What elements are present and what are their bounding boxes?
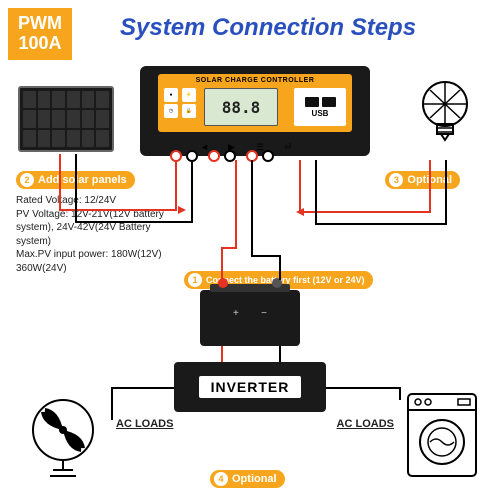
- washer-icon: [404, 390, 480, 480]
- spec-pv: PV Voltage: 12V-21V(12V battery system),…: [16, 208, 166, 249]
- step4-label: Optional: [232, 473, 277, 485]
- spec-rated: Rated Voltage: 12/24V: [16, 194, 166, 208]
- inverter-label: INVERTER: [199, 376, 302, 398]
- controller-terminals: [170, 150, 274, 162]
- timer-icon: ◷: [164, 104, 178, 118]
- pwm-badge: PWM 100A: [8, 8, 72, 60]
- page-title: System Connection Steps: [120, 14, 416, 42]
- usb-port-2: [322, 97, 336, 107]
- specs-block: Rated Voltage: 12/24V PV Voltage: 12V-21…: [16, 194, 166, 275]
- usb-port-1: [305, 97, 319, 107]
- battery: + −: [200, 290, 300, 346]
- controller-left-icons2: ⚡ 🔒: [182, 88, 196, 118]
- mcu-icon: ●: [164, 88, 178, 102]
- lightbulb-icon: [410, 76, 480, 156]
- voltage-icon: ⚡: [182, 88, 196, 102]
- ac-loads-left: AC LOADS: [116, 418, 173, 430]
- lcd-screen: 88.8: [204, 88, 278, 126]
- ac-loads-right: AC LOADS: [337, 418, 394, 430]
- inverter: INVERTER: [174, 362, 326, 412]
- battery-neg-terminal: [272, 278, 282, 288]
- usb-label: USB: [312, 109, 329, 118]
- step-2-badge: 2Add solar panels: [16, 170, 135, 189]
- battery-polarity: + −: [200, 308, 300, 319]
- spec-max: Max.PV input power: 180W(12V) 360W(24V): [16, 248, 166, 275]
- controller-faceplate: SOLAR CHARGE CONTROLLER ● ◷ ⚡ 🔒 88.8 USB: [158, 74, 352, 132]
- solar-panel: [18, 86, 114, 152]
- btn-enter: ⏎: [284, 142, 294, 152]
- battery-pos-terminal: [218, 278, 228, 288]
- lcd-readout: 88.8: [222, 98, 261, 117]
- step-3-badge: 3Optional: [385, 170, 460, 189]
- controller-left-icons: ● ◷: [164, 88, 178, 118]
- badge-line2: 100A: [18, 34, 62, 54]
- fan-icon: [20, 394, 106, 480]
- protect-icon: 🔒: [182, 104, 196, 118]
- step3-label: Optional: [407, 174, 452, 186]
- step2-label: Add solar panels: [38, 174, 127, 186]
- badge-line1: PWM: [18, 14, 62, 34]
- controller-header: SOLAR CHARGE CONTROLLER: [158, 77, 352, 84]
- usb-block: USB: [294, 88, 346, 126]
- step-4-badge: 4Optional: [210, 469, 285, 488]
- charge-controller: SOLAR CHARGE CONTROLLER ● ◷ ⚡ 🔒 88.8 USB…: [140, 66, 370, 156]
